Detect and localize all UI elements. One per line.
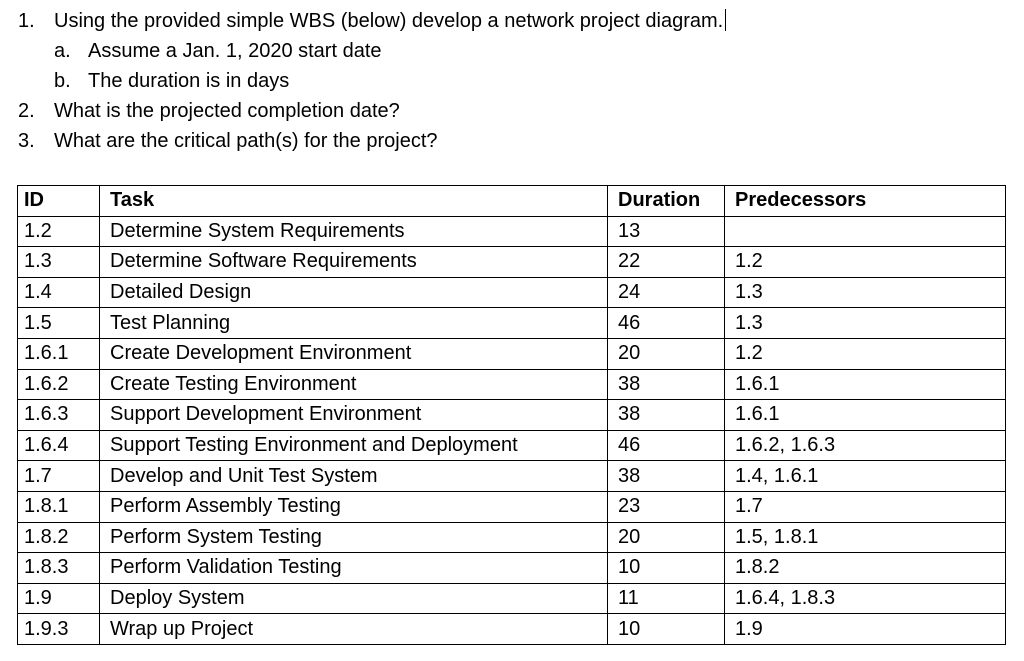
question-1b: b. The duration is in days xyxy=(18,66,1008,96)
table-row: 1.6.4 Support Testing Environment and Dep… xyxy=(18,430,1006,461)
table-row: 1.6.1 Create Development Environment 20 1.2 xyxy=(18,338,1006,369)
wbs-table: ID Task Duration Predecessors 1.2 Determi… xyxy=(17,185,1006,645)
table-body: 1.2 Determine System Requirements 13 1.3 Det… xyxy=(18,216,1006,644)
question-number: 1. xyxy=(18,6,54,36)
cell-id: 1.8.1 xyxy=(18,491,100,522)
cell-id: 1.8.3 xyxy=(18,553,100,584)
sub-question-text: The duration is in days xyxy=(88,66,289,96)
question-list: 1. Using the provided simple WBS (below)… xyxy=(18,6,1008,156)
question-number: 3. xyxy=(18,126,54,156)
cell-task: Perform Validation Testing xyxy=(100,553,608,584)
cell-id: 1.6.1 xyxy=(18,338,100,369)
cell-id: 1.2 xyxy=(18,216,100,247)
cell-duration: 13 xyxy=(608,216,725,247)
header-predecessors: Predecessors xyxy=(725,186,1006,217)
cell-duration: 10 xyxy=(608,553,725,584)
cell-predecessors xyxy=(725,216,1006,247)
cell-id: 1.7 xyxy=(18,461,100,492)
cell-id: 1.6.4 xyxy=(18,430,100,461)
text-cursor xyxy=(725,9,726,31)
question-text: Using the provided simple WBS (below) de… xyxy=(54,6,726,36)
cell-duration: 46 xyxy=(608,308,725,339)
cell-task: Support Testing Environment and Deployme… xyxy=(100,430,608,461)
cell-duration: 46 xyxy=(608,430,725,461)
cell-predecessors: 1.9 xyxy=(725,614,1006,645)
cell-task: Determine Software Requirements xyxy=(100,247,608,278)
table-row: 1.9 Deploy System 11 1.6.4, 1.8.3 xyxy=(18,583,1006,614)
question-2: 2. What is the projected completion date… xyxy=(18,96,1008,126)
question-text: What are the critical path(s) for the pr… xyxy=(54,126,438,156)
cell-id: 1.9 xyxy=(18,583,100,614)
question-3: 3. What are the critical path(s) for the… xyxy=(18,126,1008,156)
cell-duration: 24 xyxy=(608,277,725,308)
table-row: 1.6.3 Support Development Environment 38 1.… xyxy=(18,400,1006,431)
question-1: 1. Using the provided simple WBS (below)… xyxy=(18,6,1008,36)
table-row: 1.4 Detailed Design 24 1.3 xyxy=(18,277,1006,308)
cell-duration: 20 xyxy=(608,522,725,553)
cell-duration: 38 xyxy=(608,400,725,431)
cell-task: Perform System Testing xyxy=(100,522,608,553)
cell-predecessors: 1.6.1 xyxy=(725,400,1006,431)
cell-duration: 11 xyxy=(608,583,725,614)
cell-id: 1.3 xyxy=(18,247,100,278)
cell-task: Determine System Requirements xyxy=(100,216,608,247)
table-row: 1.8.2 Perform System Testing 20 1.5, 1.8.1 xyxy=(18,522,1006,553)
cell-id: 1.6.3 xyxy=(18,400,100,431)
cell-task: Detailed Design xyxy=(100,277,608,308)
table-row: 1.8.1 Perform Assembly Testing 23 1.7 xyxy=(18,491,1006,522)
cell-predecessors: 1.4, 1.6.1 xyxy=(725,461,1006,492)
cell-task: Support Development Environment xyxy=(100,400,608,431)
cell-predecessors: 1.6.4, 1.8.3 xyxy=(725,583,1006,614)
table-row: 1.2 Determine System Requirements 13 xyxy=(18,216,1006,247)
cell-task: Create Testing Environment xyxy=(100,369,608,400)
table-row: 1.9.3 Wrap up Project 10 1.9 xyxy=(18,614,1006,645)
table-row: 1.3 Determine Software Requirements 22 1.2 xyxy=(18,247,1006,278)
question-number: 2. xyxy=(18,96,54,126)
table-row: 1.5 Test Planning 46 1.3 xyxy=(18,308,1006,339)
cell-task: Create Development Environment xyxy=(100,338,608,369)
table-header-row: ID Task Duration Predecessors xyxy=(18,186,1006,217)
table-row: 1.7 Develop and Unit Test System 38 1.4, 1.… xyxy=(18,461,1006,492)
cell-id: 1.8.2 xyxy=(18,522,100,553)
cell-predecessors: 1.5, 1.8.1 xyxy=(725,522,1006,553)
cell-predecessors: 1.8.2 xyxy=(725,553,1006,584)
table-row: 1.6.2 Create Testing Environment 38 1.6.1 xyxy=(18,369,1006,400)
question-text: What is the projected completion date? xyxy=(54,96,400,126)
cell-predecessors: 1.6.1 xyxy=(725,369,1006,400)
sub-question-letter: b. xyxy=(54,66,88,96)
cell-duration: 38 xyxy=(608,369,725,400)
cell-predecessors: 1.3 xyxy=(725,308,1006,339)
cell-task: Wrap up Project xyxy=(100,614,608,645)
cell-predecessors: 1.7 xyxy=(725,491,1006,522)
cell-task: Deploy System xyxy=(100,583,608,614)
cell-id: 1.4 xyxy=(18,277,100,308)
cell-duration: 38 xyxy=(608,461,725,492)
cell-duration: 20 xyxy=(608,338,725,369)
cell-id: 1.9.3 xyxy=(18,614,100,645)
cell-task: Develop and Unit Test System xyxy=(100,461,608,492)
header-task: Task xyxy=(100,186,608,217)
cell-duration: 10 xyxy=(608,614,725,645)
sub-question-letter: a. xyxy=(54,36,88,66)
cell-predecessors: 1.2 xyxy=(725,247,1006,278)
header-id: ID xyxy=(18,186,100,217)
table-row: 1.8.3 Perform Validation Testing 10 1.8.2 xyxy=(18,553,1006,584)
cell-task: Perform Assembly Testing xyxy=(100,491,608,522)
question-1a: a. Assume a Jan. 1, 2020 start date xyxy=(18,36,1008,66)
cell-id: 1.6.2 xyxy=(18,369,100,400)
cell-duration: 23 xyxy=(608,491,725,522)
cell-duration: 22 xyxy=(608,247,725,278)
header-duration: Duration xyxy=(608,186,725,217)
cell-predecessors: 1.3 xyxy=(725,277,1006,308)
sub-question-text: Assume a Jan. 1, 2020 start date xyxy=(88,36,382,66)
cell-predecessors: 1.6.2, 1.6.3 xyxy=(725,430,1006,461)
cell-predecessors: 1.2 xyxy=(725,338,1006,369)
cell-task: Test Planning xyxy=(100,308,608,339)
cell-id: 1.5 xyxy=(18,308,100,339)
